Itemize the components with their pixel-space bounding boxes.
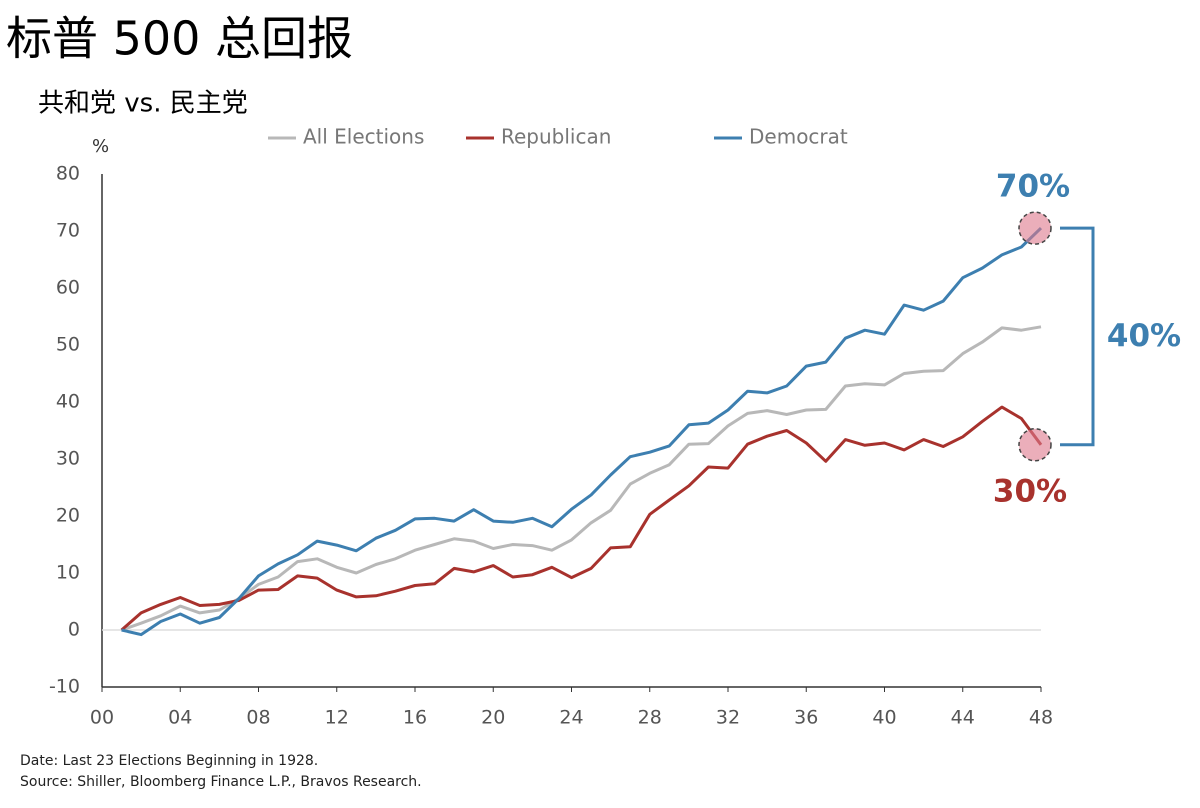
annotation: 30% bbox=[993, 473, 1067, 509]
x-tick-label: 12 bbox=[325, 707, 349, 729]
highlight-marker bbox=[1018, 428, 1052, 462]
y-tick-label: -10 bbox=[49, 676, 80, 698]
x-tick-label: 40 bbox=[872, 707, 896, 729]
bracket bbox=[1060, 226, 1095, 447]
y-tick-label: 60 bbox=[56, 277, 80, 299]
series-line bbox=[121, 227, 1043, 637]
y-tick-label: 80 bbox=[56, 163, 80, 185]
y-tick-label: 30 bbox=[56, 448, 80, 470]
x-tick-label: 00 bbox=[90, 707, 114, 729]
annotation: 70% bbox=[996, 169, 1070, 205]
x-tick-label: 28 bbox=[638, 707, 662, 729]
chart-subtitle: 共和党 vs. 民主党 bbox=[38, 89, 248, 119]
annotation: 40% bbox=[1107, 318, 1181, 354]
y-tick-label: 70 bbox=[56, 220, 80, 242]
y-tick-label: 0 bbox=[68, 619, 80, 641]
x-tick-label: 04 bbox=[168, 707, 192, 729]
chart-title: 标普 500 总回报 bbox=[6, 12, 353, 66]
legend-label: All Elections bbox=[303, 125, 424, 149]
x-tick-label: 48 bbox=[1029, 707, 1053, 729]
y-tick-label: 40 bbox=[56, 391, 80, 413]
x-tick-label: 24 bbox=[559, 707, 583, 729]
y-tick-label: 10 bbox=[56, 562, 80, 584]
legend-label: Democrat bbox=[749, 125, 848, 149]
x-tick-label: 08 bbox=[246, 707, 270, 729]
x-tick-label: 32 bbox=[716, 707, 740, 729]
highlight-marker bbox=[1018, 211, 1052, 245]
y-tick-label: 50 bbox=[56, 334, 80, 356]
y-axis-label: % bbox=[92, 136, 109, 157]
note: Date: Last 23 Elections Beginning in 192… bbox=[20, 753, 318, 769]
x-tick-label: 16 bbox=[403, 707, 427, 729]
y-tick-label: 20 bbox=[56, 505, 80, 527]
x-tick-label: 44 bbox=[951, 707, 975, 729]
series-line bbox=[120, 405, 1043, 632]
legend-label: Republican bbox=[501, 125, 611, 149]
series-line bbox=[121, 325, 1042, 632]
x-tick-label: 20 bbox=[481, 707, 505, 729]
x-tick-label: 36 bbox=[794, 707, 818, 729]
note: Source: Shiller, Bloomberg Finance L.P.,… bbox=[20, 774, 422, 790]
